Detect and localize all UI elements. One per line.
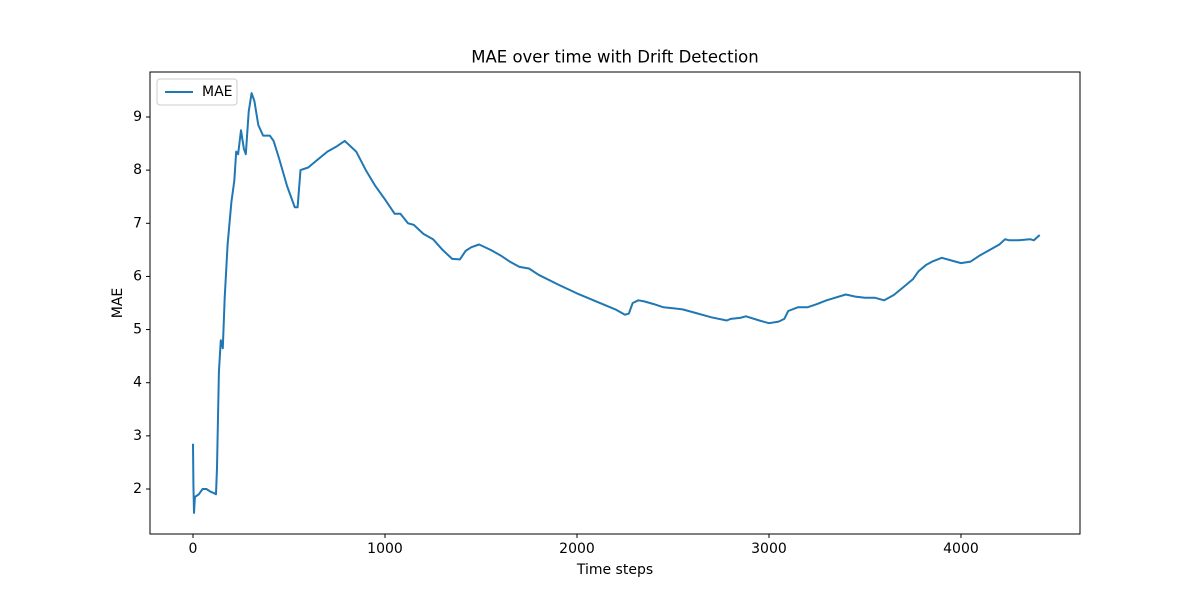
x-tick-label: 4000: [943, 541, 979, 557]
y-tick-label: 3: [133, 428, 142, 444]
y-tick-label: 8: [133, 162, 142, 178]
chart-title: MAE over time with Drift Detection: [471, 48, 758, 67]
y-tick-label: 7: [133, 215, 142, 231]
y-tick-label: 9: [133, 109, 142, 125]
x-axis-label: Time steps: [576, 562, 653, 578]
y-tick-label: 4: [133, 375, 142, 391]
x-tick-label: 3000: [751, 541, 787, 557]
x-tick-label: 2000: [559, 541, 595, 557]
legend-label: MAE: [202, 84, 233, 100]
x-tick-label: 1000: [367, 541, 403, 557]
x-tick-label: 0: [189, 541, 198, 557]
line-series: [192, 92, 1041, 514]
y-tick-label: 5: [133, 322, 142, 338]
y-tick-label: 2: [133, 481, 142, 497]
plot-frame: [149, 71, 1081, 535]
y-axis-label: MAE: [110, 288, 126, 319]
legend-box: [156, 78, 238, 106]
y-tick-label: 6: [133, 268, 142, 284]
